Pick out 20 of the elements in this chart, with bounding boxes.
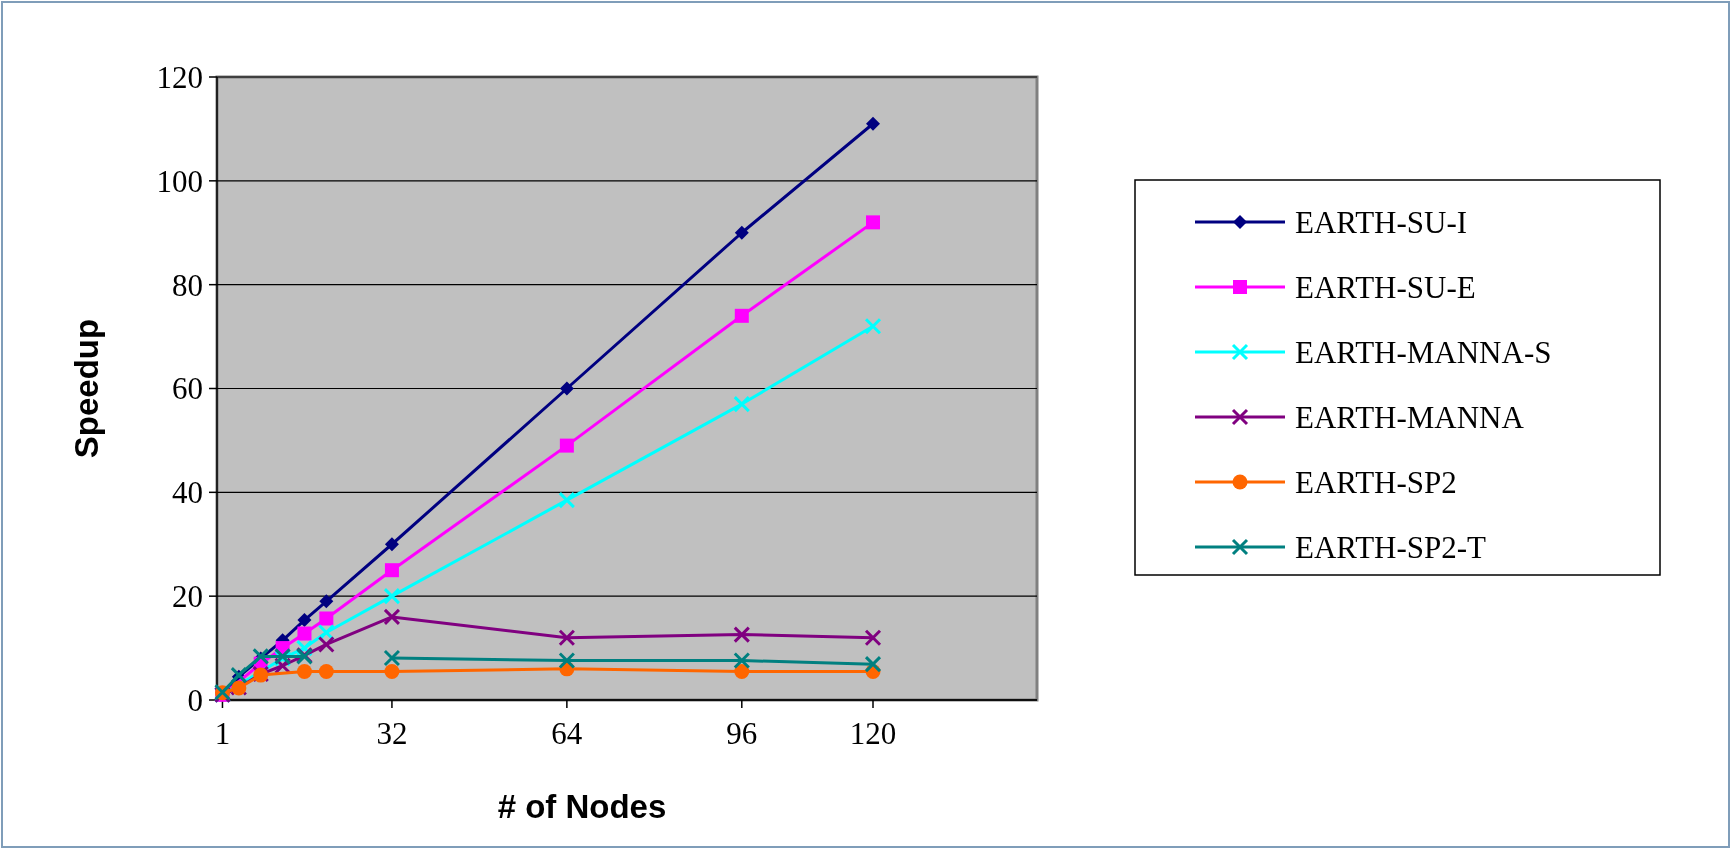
- legend-label: EARTH-SP2: [1295, 464, 1457, 500]
- y-tick-label: 100: [156, 163, 203, 199]
- legend-label: EARTH-SU-I: [1295, 204, 1468, 240]
- legend-label: EARTH-MANNA-S: [1295, 334, 1552, 370]
- y-tick-label: 40: [172, 475, 203, 511]
- y-tick-label: 120: [156, 59, 203, 95]
- x-tick-label: 96: [726, 716, 758, 751]
- x-tick-label: 32: [376, 716, 408, 751]
- y-axis-title: Speedup: [68, 318, 105, 459]
- legend-label: EARTH-SP2-T: [1295, 529, 1487, 565]
- y-tick-label: 80: [172, 267, 203, 303]
- legend-label: EARTH-MANNA: [1295, 399, 1525, 435]
- y-tick-label: 0: [187, 682, 203, 718]
- x-tick-label: 1: [214, 716, 231, 751]
- x-tick-label: 120: [849, 716, 897, 751]
- y-tick-label: 60: [172, 371, 203, 407]
- y-tick-label: 20: [172, 579, 203, 615]
- x-axis-title: # of Nodes: [497, 788, 667, 825]
- x-tick-label: 64: [551, 716, 583, 751]
- legend-label: EARTH-SU-E: [1295, 269, 1476, 305]
